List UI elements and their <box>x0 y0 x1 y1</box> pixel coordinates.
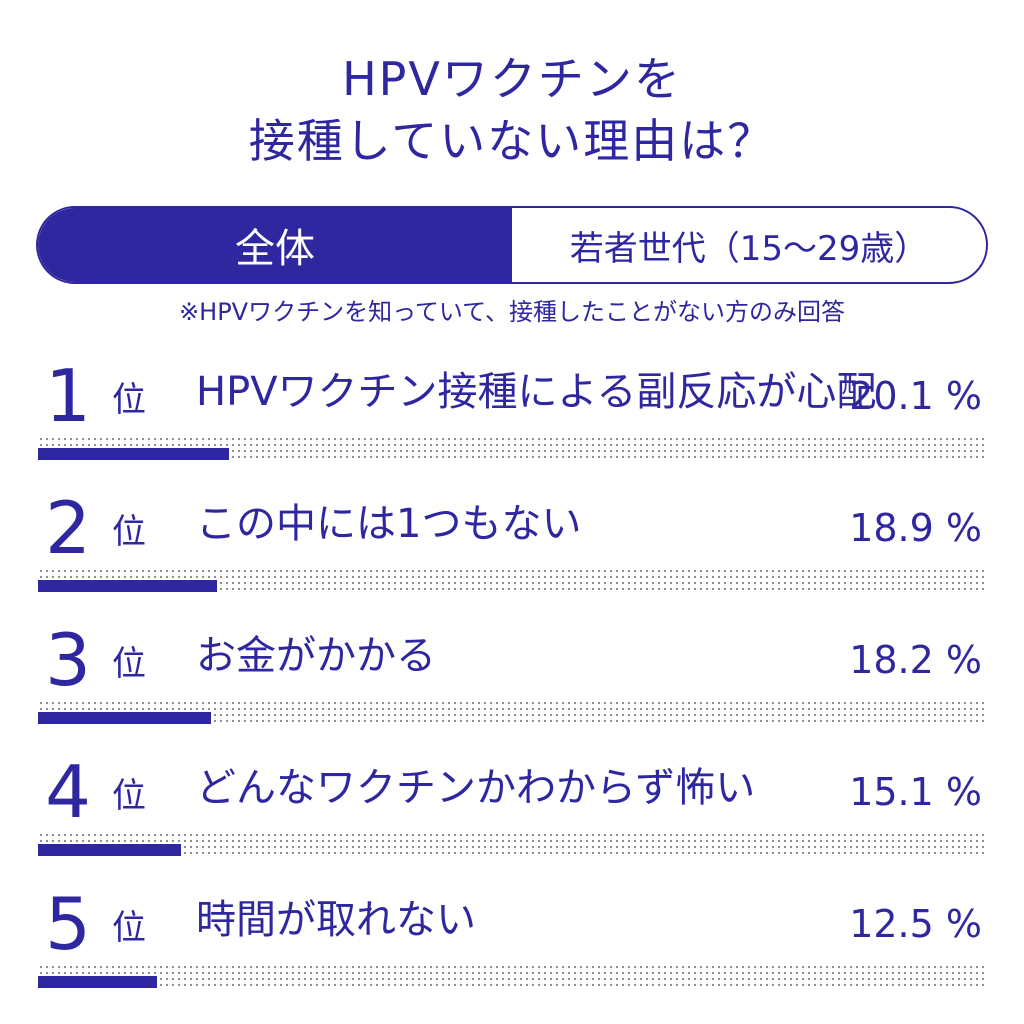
rank-suffix: 位 <box>112 512 146 552</box>
title-line-2: 接種していない理由は？ <box>248 114 776 168</box>
ranking-row: 1 位 HPVワクチン接種による副反応が心配 20.1 % <box>0 352 1024 462</box>
tab-all[interactable]: 全体 <box>38 208 512 282</box>
reason-label: この中には1つもない <box>196 501 582 547</box>
bar <box>38 976 157 988</box>
percent-label: 18.2 % <box>849 638 982 682</box>
rank-suffix: 位 <box>112 908 146 948</box>
tab-youth[interactable]: 若者世代（15〜29歳） <box>569 228 929 269</box>
reason-label: お金がかかる <box>196 633 436 679</box>
bar <box>38 844 181 856</box>
ranking-row: 3 位 お金がかかる 18.2 % <box>0 616 1024 726</box>
bar-track <box>38 436 986 458</box>
percent-label: 12.5 % <box>849 902 982 946</box>
percent-label: 20.1 % <box>849 374 982 418</box>
rank-suffix: 位 <box>112 776 146 816</box>
rank-number: 2 <box>45 486 91 570</box>
rank-number: 5 <box>45 882 91 966</box>
bar-track <box>38 700 986 722</box>
percent-label: 15.1 % <box>849 770 982 814</box>
rank-number: 1 <box>45 354 91 438</box>
reason-label: HPVワクチン接種による副反応が心配 <box>196 369 877 415</box>
ranking-row: 5 位 時間が取れない 12.5 % <box>0 880 1024 990</box>
ranking-row: 2 位 この中には1つもない 18.9 % <box>0 484 1024 594</box>
percent-label: 18.9 % <box>849 506 982 550</box>
ranking-row: 4 位 どんなワクチンかわからず怖い 15.1 % <box>0 748 1024 858</box>
reason-label: 時間が取れない <box>196 897 476 943</box>
footnote: ※HPVワクチンを知っていて、接種したことがない方のみ回答 <box>179 298 845 326</box>
title-line-1: HPVワクチンを <box>342 52 682 106</box>
bar-track <box>38 964 986 986</box>
bar-track <box>38 832 986 854</box>
segment-tabs: 全体 若者世代（15〜29歳） <box>36 206 988 284</box>
bar <box>38 580 217 592</box>
rank-suffix: 位 <box>112 644 146 684</box>
bar-track <box>38 568 986 590</box>
rank-number: 4 <box>45 750 91 834</box>
rank-number: 3 <box>45 618 91 702</box>
bar <box>38 712 211 724</box>
chart-title: HPVワクチンを 接種していない理由は？ <box>0 48 1024 172</box>
reason-label: どんなワクチンかわからず怖い <box>196 765 756 811</box>
rank-suffix: 位 <box>112 380 146 420</box>
bar <box>38 448 229 460</box>
